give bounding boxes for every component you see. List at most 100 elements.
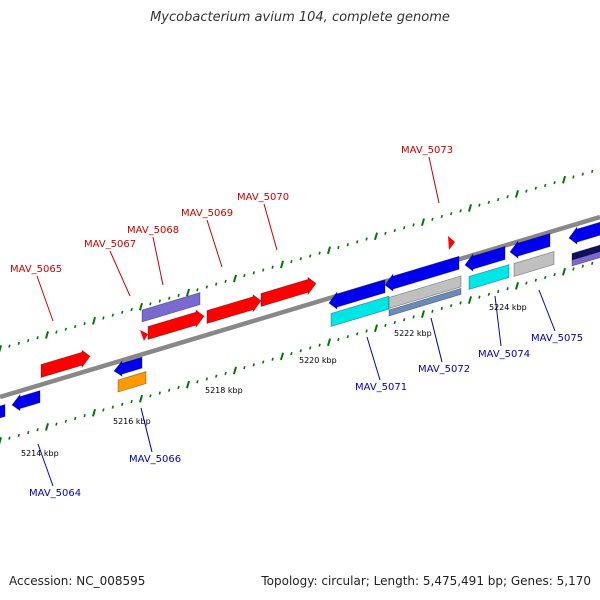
gene-features bbox=[0, 221, 600, 419]
gene-label-mav5065: MAV_5065 bbox=[10, 264, 62, 275]
gene-mav5071-upper bbox=[328, 279, 386, 310]
feature-purple bbox=[141, 292, 201, 323]
label-callouts bbox=[36, 156, 556, 487]
reverse-tick-12 bbox=[111, 405, 114, 409]
forward-tick-29 bbox=[271, 265, 274, 269]
gene-partial-left bbox=[0, 403, 6, 419]
forward-tick-52 bbox=[487, 200, 490, 204]
reverse-tick-36 bbox=[337, 337, 340, 342]
forward-tick-27 bbox=[252, 271, 255, 275]
reverse-tick-10 bbox=[91, 408, 97, 417]
forward-tick-37 bbox=[346, 243, 349, 247]
reverse-tick-30 bbox=[279, 352, 285, 361]
reverse-tick-37 bbox=[346, 335, 349, 339]
gene-mav5064 bbox=[11, 390, 41, 412]
reverse-tick-33 bbox=[309, 346, 312, 350]
reverse-tick-62 bbox=[581, 264, 584, 268]
forward-tick-41 bbox=[384, 231, 387, 236]
reverse-tick-61 bbox=[572, 267, 575, 271]
reverse-tick-42 bbox=[393, 320, 396, 325]
forward-tick-42 bbox=[393, 228, 396, 233]
reverse-tick-57 bbox=[534, 278, 537, 282]
gene-label-mav5071: MAV_5071 bbox=[355, 382, 407, 393]
forward-tick-3 bbox=[27, 338, 30, 343]
reverse-tick-6 bbox=[55, 422, 58, 426]
reverse-tick-43 bbox=[403, 318, 406, 322]
scale-label-5224kbp: 5224 kbp bbox=[489, 303, 527, 312]
forward-tick-2 bbox=[17, 341, 20, 345]
reverse-tick-55 bbox=[514, 282, 520, 290]
forward-tick-40 bbox=[373, 232, 379, 241]
forward-tick-21 bbox=[196, 288, 199, 292]
callout-mav5068 bbox=[152, 236, 164, 286]
feature-cyan-5074 bbox=[468, 263, 510, 291]
gene-mav5067 bbox=[140, 330, 148, 341]
forward-tick-8 bbox=[74, 324, 77, 329]
reverse-tick-8 bbox=[74, 416, 77, 421]
feature-cyan-5071 bbox=[330, 295, 390, 328]
gene-mav5065 bbox=[40, 349, 91, 379]
reverse-tick-39 bbox=[365, 329, 368, 333]
reverse-tick-34 bbox=[318, 343, 321, 347]
forward-tick-16 bbox=[149, 302, 152, 306]
accession-text: Accession: NC_008595 bbox=[9, 574, 146, 588]
reverse-tick-56 bbox=[525, 281, 528, 285]
callout-mav5070 bbox=[263, 203, 278, 251]
reverse-tick-18 bbox=[168, 388, 171, 392]
reverse-tick-38 bbox=[356, 332, 359, 336]
reverse-tick-58 bbox=[544, 275, 547, 280]
reverse-tick-5 bbox=[44, 423, 50, 431]
feature-orange-5066 bbox=[117, 371, 147, 393]
gene-mav5068 bbox=[147, 309, 205, 341]
forward-tick-24 bbox=[224, 279, 227, 283]
forward-tick-35 bbox=[326, 246, 332, 255]
feature-purple-end bbox=[571, 251, 600, 267]
forward-tick-25 bbox=[232, 274, 238, 283]
forward-tick-39 bbox=[365, 237, 368, 241]
feature-gray-5075 bbox=[513, 250, 555, 278]
reverse-tick-41 bbox=[384, 323, 387, 328]
feature-steel-5072 bbox=[388, 287, 462, 317]
gene-end-blue bbox=[568, 221, 600, 245]
genome-summary-text: Topology: circular; Length: 5,475,491 bp… bbox=[261, 574, 591, 588]
forward-tick-17 bbox=[158, 299, 161, 303]
reverse-tick-28 bbox=[262, 360, 265, 364]
reverse-tick-1 bbox=[8, 436, 11, 440]
gene-label-mav5073: MAV_5073 bbox=[401, 145, 453, 156]
gene-label-mav5070: MAV_5070 bbox=[237, 192, 289, 203]
tick-track-forward bbox=[0, 169, 594, 353]
reverse-tick-29 bbox=[271, 357, 274, 361]
gene-label-mav5075: MAV_5075 bbox=[531, 333, 583, 344]
reverse-tick-60 bbox=[561, 267, 567, 276]
forward-tick-61 bbox=[572, 175, 575, 179]
forward-tick-50 bbox=[467, 204, 473, 212]
forward-tick-11 bbox=[102, 316, 105, 320]
reverse-tick-35 bbox=[326, 338, 332, 347]
gene-mav5075-upper bbox=[509, 232, 551, 259]
forward-tick-9 bbox=[83, 321, 86, 326]
forward-tick-45 bbox=[420, 218, 426, 226]
callout-mav5073 bbox=[428, 156, 440, 204]
reverse-tick-47 bbox=[440, 306, 443, 311]
forward-tick-28 bbox=[262, 268, 265, 272]
reverse-tick-2 bbox=[17, 433, 20, 437]
forward-tick-49 bbox=[459, 209, 462, 213]
forward-tick-18 bbox=[168, 296, 171, 300]
gene-mav5072-upper bbox=[384, 255, 460, 292]
reverse-tick-31 bbox=[290, 351, 293, 356]
gene-label-mav5068: MAV_5068 bbox=[127, 225, 179, 236]
genome-backbone bbox=[0, 214, 600, 400]
reverse-tick-26 bbox=[243, 366, 246, 370]
forward-tick-55 bbox=[514, 190, 520, 198]
reverse-tick-48 bbox=[450, 304, 453, 308]
tick-track-reverse bbox=[0, 261, 594, 445]
forward-tick-13 bbox=[121, 310, 124, 314]
forward-tick-62 bbox=[581, 172, 584, 176]
reverse-tick-46 bbox=[431, 309, 434, 313]
forward-tick-34 bbox=[318, 251, 321, 255]
reverse-tick-23 bbox=[215, 374, 218, 378]
forward-tick-44 bbox=[412, 223, 415, 227]
forward-tick-6 bbox=[55, 330, 58, 334]
